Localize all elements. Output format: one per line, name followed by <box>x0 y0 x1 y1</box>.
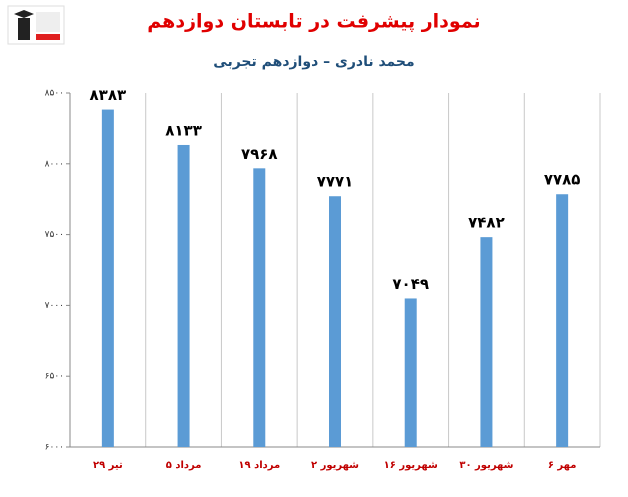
data-label: ۸۳۸۳ <box>90 86 127 104</box>
data-label: ۷۴۸۲ <box>468 214 505 232</box>
x-tick-label: ۱۶ شهریور <box>384 460 438 471</box>
x-tick-label: ۳۰ شهریور <box>459 460 513 471</box>
x-tick-label: ۲۹ تیر <box>93 460 123 471</box>
bar <box>556 194 569 447</box>
bar <box>253 168 266 447</box>
x-tick-label: ۵ مرداد <box>166 460 202 471</box>
logo <box>7 5 65 45</box>
chart-title: نمودار پیشرفت در تابستان دوازدهم <box>147 11 480 33</box>
y-tick-label: ۷۵۰۰ <box>45 230 64 240</box>
data-label: ۸۱۳۳ <box>165 121 202 139</box>
data-label: ۷۷۷۱ <box>317 173 354 191</box>
y-tick-label: ۶۰۰۰ <box>45 443 64 453</box>
x-tick-label: ۲ شهریور <box>311 460 359 471</box>
data-label: ۷۰۴۹ <box>392 275 429 293</box>
bar <box>177 144 190 447</box>
y-tick-label: ۶۵۰۰ <box>45 372 64 382</box>
x-tick-label: ۱۹ مرداد <box>238 460 280 471</box>
bar <box>480 237 493 447</box>
data-label: ۷۷۸۵ <box>544 171 581 189</box>
y-tick-label: ۸۰۰۰ <box>45 159 64 169</box>
bar <box>329 196 341 447</box>
x-tick-label: ۶ مهر <box>548 460 577 471</box>
data-label: ۷۹۶۸ <box>241 145 278 163</box>
bar <box>404 298 417 447</box>
bar <box>101 109 114 447</box>
chart-subtitle: محمد نادری – دوازدهم تجربی <box>213 54 414 70</box>
y-tick-label: ۸۵۰۰ <box>45 89 64 99</box>
y-tick-label: ۷۰۰۰ <box>45 301 64 311</box>
